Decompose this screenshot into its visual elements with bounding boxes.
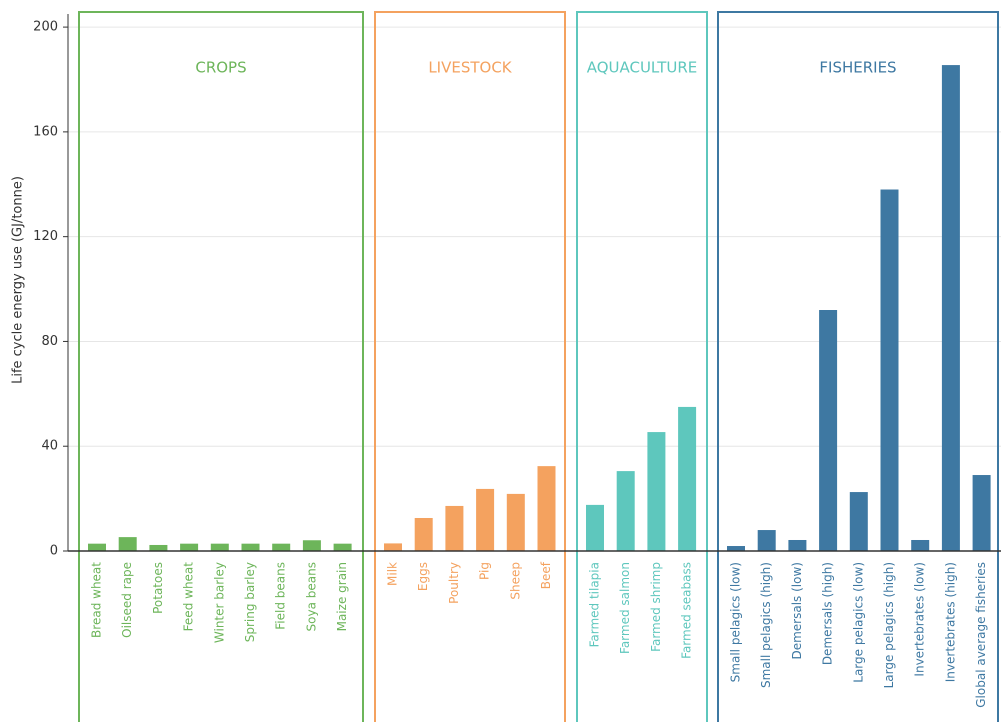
x-tick-label: Beef [539, 561, 553, 589]
x-tick-label: Poultry [447, 562, 461, 604]
x-tick-label: Demersals (high) [821, 562, 835, 665]
x-tick-label: Field beans [274, 562, 288, 630]
bar [476, 488, 495, 551]
group-label: FISHERIES [819, 59, 896, 77]
group-box [78, 11, 364, 722]
bar [911, 539, 930, 551]
group-box [374, 11, 566, 722]
bar [118, 537, 137, 551]
bar [333, 543, 352, 551]
x-tick-label: Bread wheat [90, 562, 104, 638]
y-axis-label: Life cycle energy use (GJ/tonne) [11, 176, 26, 384]
x-tick-label: Invertebrates (low) [913, 562, 927, 677]
x-tick-label: Milk [386, 562, 400, 586]
bar [241, 543, 260, 551]
y-tick-label: 160 [33, 124, 58, 139]
x-tick-label: Farmed seabass [680, 562, 694, 659]
bar [586, 504, 604, 551]
x-tick-label: Farmed shrimp [649, 562, 663, 652]
bar [819, 310, 838, 551]
y-tick-label: 120 [33, 229, 58, 244]
bar [849, 492, 868, 551]
y-tick-label: 0 [50, 544, 58, 559]
x-tick-label: Farmed tilapia [588, 562, 602, 647]
x-tick-label: Farmed salmon [618, 562, 632, 654]
bar [678, 406, 697, 551]
x-tick-label: Feed wheat [182, 562, 196, 632]
bar [616, 471, 635, 551]
bar [272, 543, 291, 551]
x-tick-label: Winter barley [212, 562, 226, 643]
bar [506, 493, 525, 551]
bar [757, 530, 776, 551]
group-label: AQUACULTURE [587, 59, 698, 77]
group-label: LIVESTOCK [428, 59, 512, 77]
x-tick-label: Invertebrates (high) [943, 562, 957, 682]
x-tick-label: Soya beans [304, 562, 318, 631]
bar [149, 544, 168, 551]
bar [384, 543, 402, 551]
group-label: CROPS [195, 59, 246, 77]
bar [647, 432, 666, 551]
bar [788, 539, 807, 551]
x-tick-label: Small pelagics (high) [759, 562, 773, 688]
x-tick-label: Spring barley [243, 562, 257, 642]
y-tick-label: 40 [41, 439, 58, 454]
group-box [576, 11, 708, 722]
x-tick-label: Global average fisheries [974, 562, 988, 708]
x-tick-label: Oilseed rape [120, 562, 134, 638]
bar [414, 517, 433, 551]
bar [180, 543, 199, 551]
x-tick-label: Demersals (low) [790, 562, 804, 660]
bar [972, 475, 991, 551]
bar [445, 505, 464, 551]
bar [210, 543, 229, 551]
bar [302, 540, 321, 551]
x-tick-label: Potatoes [151, 562, 165, 614]
bar [941, 65, 960, 551]
bar [727, 546, 745, 551]
y-tick-label: 200 [33, 20, 58, 35]
y-tick-label: 80 [41, 334, 58, 349]
x-tick-label: Eggs [416, 562, 430, 591]
x-tick-label: Sheep [508, 562, 522, 600]
bar [537, 466, 556, 551]
x-tick-label: Pig [478, 562, 492, 580]
bar [88, 543, 106, 551]
x-tick-label: Small pelagics (low) [729, 562, 743, 682]
x-tick-label: Maize grain [335, 562, 349, 631]
group-box [717, 11, 999, 722]
x-tick-label: Large pelagics (low) [851, 562, 865, 683]
x-tick-label: Large pelagics (high) [882, 562, 896, 688]
bar [880, 189, 899, 551]
